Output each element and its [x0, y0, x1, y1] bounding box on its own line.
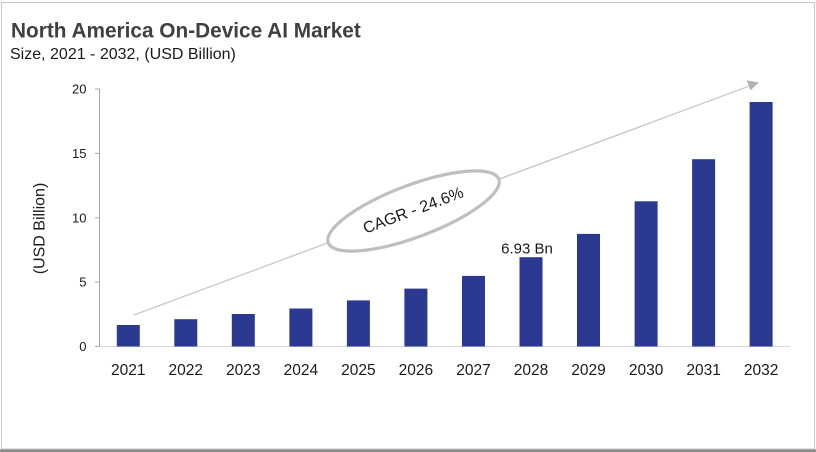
- svg-text:2024: 2024: [284, 362, 319, 379]
- svg-text:15: 15: [72, 146, 86, 161]
- svg-text:(USD Billion): (USD Billion): [32, 183, 49, 275]
- svg-text:2023: 2023: [226, 362, 260, 379]
- svg-text:20: 20: [72, 82, 86, 97]
- svg-text:2025: 2025: [341, 362, 375, 379]
- svg-text:5: 5: [79, 275, 86, 290]
- svg-text:10: 10: [72, 210, 86, 225]
- svg-text:2031: 2031: [686, 362, 720, 379]
- svg-text:2029: 2029: [571, 362, 605, 379]
- svg-text:2030: 2030: [629, 362, 664, 379]
- svg-text:2021: 2021: [111, 362, 145, 379]
- svg-text:2022: 2022: [169, 362, 203, 379]
- svg-text:0: 0: [79, 339, 86, 354]
- svg-text:Size, 2021 - 2032, (USD Billio: Size, 2021 - 2032, (USD Billion): [10, 46, 236, 63]
- svg-text:2028: 2028: [514, 362, 548, 379]
- svg-text:North America On-Device AI Mar: North America On-Device AI Market: [11, 19, 361, 42]
- svg-text:2032: 2032: [744, 362, 778, 379]
- svg-text:2027: 2027: [456, 362, 490, 379]
- svg-text:6.93 Bn: 6.93 Bn: [501, 241, 553, 258]
- svg-text:2026: 2026: [399, 362, 433, 379]
